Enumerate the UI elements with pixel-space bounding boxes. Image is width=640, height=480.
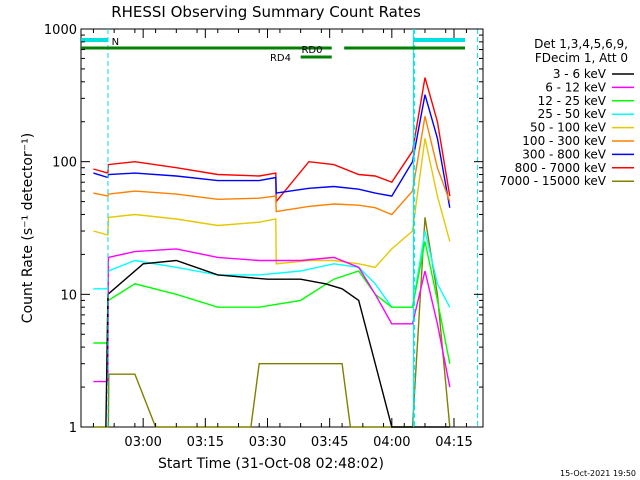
chart-title: RHESSI Observing Summary Count Rates [111,3,421,21]
x-tick-label: 03:30 [249,435,286,450]
x-axis: 03:00 03:15 03:30 03:45 04:00 04:15 [92,29,473,450]
series-line-3-6-kev [105,259,450,428]
y-axis-label: Count Rate (s⁻¹ detector⁻¹) [20,133,36,323]
series-line-7000-15000-kev [93,217,451,428]
n-label: N [112,37,119,48]
legend-label-6-12-kev: 6 - 12 keV [545,80,607,94]
legend-label-300-800-kev: 300 - 800 keV [522,147,606,161]
x-tick-label: 04:00 [373,435,410,450]
legend-label-3-6-kev: 3 - 6 keV [553,67,607,81]
legend-label-25-50-kev: 25 - 50 keV [538,107,607,121]
y-tick-label: 100 [52,156,77,171]
series-line-800-7000-kev [93,77,451,204]
x-axis-label: Start Time (31-Oct-08 02:48:02) [158,456,384,472]
rd0-label: RD0 [301,45,322,56]
series-line-12-25-kev [93,241,451,364]
legend-label-100-300-kev: 100 - 300 keV [522,134,606,148]
series-line-300-800-kev [93,94,451,208]
x-tick-label: 03:45 [311,435,348,450]
timestamp: 15-Oct-2021 19:50 [560,469,636,478]
y-tick-label: 1 [69,421,77,436]
series-line-6-12-kev [93,248,451,388]
legend-header-line-2: FDecim 1, Att 0 [535,51,628,65]
legend-label-12-25-kev: 12 - 25 keV [538,94,607,108]
x-tick-label: 03:15 [187,435,224,450]
marks-layer: N RD0 RD4 [81,29,479,427]
plot-frame [80,28,484,428]
y-axis: 1 10 100 1000 [44,23,483,436]
series-layer [93,77,451,428]
rd4-label: RD4 [270,53,291,64]
series-line-25-50-kev [93,230,451,308]
legend-label-800-7000-kev: 800 - 7000 keV [515,161,607,175]
series-line-50-100-kev [93,138,451,269]
x-tick-label: 03:00 [124,435,161,450]
legend-label-50-100-kev: 50 - 100 keV [530,121,607,135]
series-line-100-300-kev [93,116,451,216]
legend-label-7000-15000-kev: 7000 - 15000 keV [499,174,606,188]
legend-header-line-1: Det 1,3,4,5,6,9, [534,37,628,51]
x-tick-label: 04:15 [435,435,472,450]
y-tick-label: 10 [60,288,77,303]
y-tick-label: 1000 [44,23,77,38]
